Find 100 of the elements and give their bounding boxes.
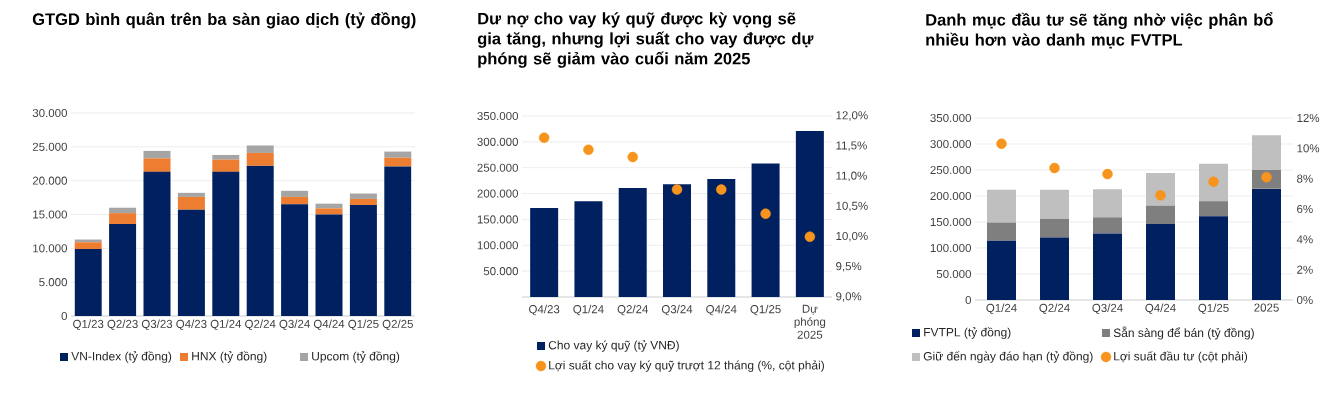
bar xyxy=(281,204,309,316)
y-tick-label: 50.000 xyxy=(483,267,519,276)
point xyxy=(996,138,1007,149)
bar xyxy=(987,240,1017,300)
x-tick-label: Q1/25 xyxy=(348,319,379,331)
y2-tick-label: 10% xyxy=(1297,144,1320,153)
point xyxy=(1102,168,1113,180)
bar xyxy=(1040,189,1070,219)
y-tick-label: 5.000 xyxy=(39,278,68,287)
bar xyxy=(384,166,412,316)
bar xyxy=(1199,163,1229,202)
chart-title: GTGD bình quân trên ba sàn giao dịch (tỷ đồng) xyxy=(32,12,416,29)
bar xyxy=(246,165,274,316)
bar xyxy=(1199,201,1229,217)
x-tick-label: Q1/24 xyxy=(986,303,1017,315)
bar xyxy=(1093,233,1123,300)
y-tick-label: 15.000 xyxy=(33,210,68,219)
x-tick-label: Q1/23 xyxy=(73,319,104,331)
bar xyxy=(109,207,137,214)
y-tick-label: 10.000 xyxy=(33,244,68,253)
bar xyxy=(281,190,309,197)
x-tick-label: Q2/24 xyxy=(617,304,649,316)
y-tick-label: 200.000 xyxy=(477,189,519,198)
bar xyxy=(177,192,205,197)
y-tick-label: 300.000 xyxy=(930,139,972,149)
x-tick-label: Q4/23 xyxy=(176,319,207,331)
bar xyxy=(987,222,1017,241)
point xyxy=(716,184,727,195)
bar xyxy=(1252,188,1282,300)
point xyxy=(583,144,594,155)
bar xyxy=(246,145,274,153)
y2-tick-label: 9,5% xyxy=(836,262,862,272)
y2-tick-label: 0% xyxy=(1297,295,1313,305)
x-tick-label: 2025 xyxy=(1254,303,1279,312)
y-tick-label: 50.000 xyxy=(936,269,972,279)
y2-tick-label: 10,0% xyxy=(836,231,868,242)
y-tick-label: 350.000 xyxy=(477,111,519,121)
bar xyxy=(143,158,171,172)
x-tick-label: Q3/24 xyxy=(279,319,310,331)
x-tick-label: Q4/24 xyxy=(706,304,737,316)
legend-label: VN-Index (tỷ đồng) xyxy=(71,351,172,363)
y2-tick-label: 12,0% xyxy=(836,111,868,121)
x-tick-label: Q2/24 xyxy=(245,319,276,331)
chart-title: Dư nợ cho vay ký quỹ được kỳ vọng sẽ gia tăng, nhưng lợi suất cho vay được dự phóng sẽ giảm vào cuối năm 2025 xyxy=(477,12,814,68)
point xyxy=(538,132,550,143)
x-tick-label: Q4/23 xyxy=(529,304,560,316)
bar xyxy=(349,198,377,206)
x-tick-label: Q1/24 xyxy=(573,304,604,316)
bar xyxy=(987,189,1017,223)
x-tick-label: Q3/23 xyxy=(141,319,173,331)
bar xyxy=(143,171,171,316)
y-tick-label: 200.000 xyxy=(930,191,972,201)
y2-tick-label: 4% xyxy=(1296,235,1313,244)
y2-tick-label: 11,0% xyxy=(836,171,867,182)
bar xyxy=(109,213,137,224)
bar xyxy=(1093,189,1123,218)
y-tick-label: 150.000 xyxy=(477,215,519,224)
bar xyxy=(795,131,824,297)
bar xyxy=(1040,218,1070,238)
chart-title: Danh mục đầu tư sẽ tăng nhờ việc phân bổ nhiều hơn vào danh mục FVTPL xyxy=(926,12,1273,49)
y-tick-label: 350.000 xyxy=(930,113,972,123)
y2-tick-label: 12% xyxy=(1297,113,1320,123)
bar xyxy=(212,154,240,160)
bar xyxy=(246,152,274,166)
bar xyxy=(1146,205,1176,225)
x-tick-label: Q2/24 xyxy=(1039,303,1070,315)
y-tick-label: 25.000 xyxy=(32,142,68,151)
point xyxy=(1155,190,1166,201)
bar xyxy=(212,171,240,316)
bar xyxy=(143,150,171,159)
bar xyxy=(618,187,647,297)
legend-label: Giữ đến ngày đáo hạn (tỷ đồng) xyxy=(923,351,1093,363)
bar xyxy=(1199,216,1229,300)
bar xyxy=(349,205,377,316)
y-tick-label: 300.000 xyxy=(477,137,519,146)
y-tick-label: 150.000 xyxy=(930,217,972,227)
x-tick-label: Q1/25 xyxy=(1198,303,1229,315)
legend-label: FVTPL (tỷ đồng) xyxy=(924,327,1011,339)
bar xyxy=(574,201,603,297)
y-tick-label: 100.000 xyxy=(477,241,519,250)
bar xyxy=(212,159,240,172)
legend-label: Cho vay ký quỹ (tỷ VNĐ) xyxy=(548,340,679,352)
y-tick-label: 30.000 xyxy=(32,108,68,118)
bar xyxy=(74,242,102,250)
x-tick-label: Q3/24 xyxy=(661,304,693,316)
bar xyxy=(109,223,137,316)
x-tick-label: Q4/24 xyxy=(1145,303,1176,315)
y-tick-label: 0 xyxy=(965,295,972,305)
y-tick-label: 250.000 xyxy=(477,163,519,172)
legend-label: Sẵn sàng để bán (tỷ đồng) xyxy=(1113,326,1254,340)
x-tick-label: Q1/25 xyxy=(750,304,781,316)
bar xyxy=(315,208,343,215)
bar xyxy=(349,193,377,199)
y-tick-label: 100.000 xyxy=(930,243,972,253)
y2-tick-label: 11,5% xyxy=(836,141,867,151)
legend-label: HNX (tỷ đồng) xyxy=(192,351,267,363)
x-tick-label: Q2/23 xyxy=(107,319,138,331)
y-tick-label: 0 xyxy=(61,311,68,321)
bar xyxy=(281,196,309,205)
bar xyxy=(177,209,205,316)
